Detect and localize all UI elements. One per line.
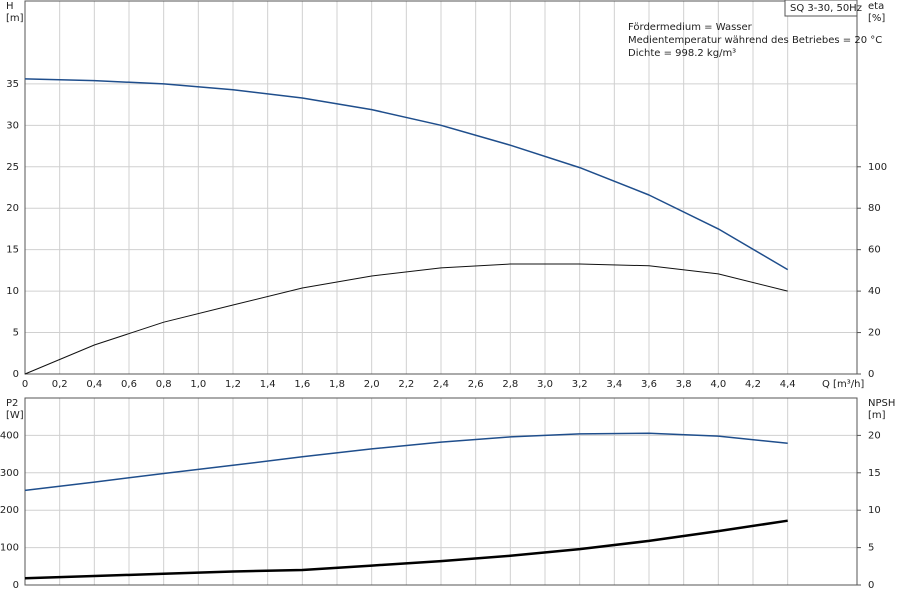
y2-tick-label: 80 (868, 203, 881, 214)
x-tick-label: 3,6 (641, 379, 657, 390)
annotation: Dichte = 998.2 kg/m³ (628, 48, 736, 59)
y-axis-label: [W] (6, 410, 24, 421)
x-tick-label: 1,4 (260, 379, 276, 390)
x-tick-label: 4,4 (780, 379, 796, 390)
y2-tick-label: 40 (868, 286, 881, 297)
badge-box (784, 0, 858, 17)
x-tick-label: 2,6 (468, 379, 484, 390)
y-tick-label: 35 (6, 79, 19, 90)
y2-axis-label: eta (868, 1, 884, 12)
y-tick-label: 10 (6, 286, 19, 297)
annotation: Medientemperatur während des Betriebes =… (628, 35, 882, 46)
annotation: Fördermedium = Wasser (628, 22, 753, 33)
y-axis-label: H (6, 1, 14, 12)
y-tick-label: 5 (13, 328, 19, 339)
x-tick-label: 4,2 (745, 379, 761, 390)
curve (24, 263, 788, 375)
x-tick-label: 1,6 (294, 379, 310, 390)
x-tick-label: 0,8 (156, 379, 172, 390)
x-tick-label: 0,2 (52, 379, 68, 390)
y-tick-label: 400 (0, 430, 19, 441)
y-tick-label: 100 (0, 543, 19, 554)
x-tick-label: 2,4 (433, 379, 449, 390)
y2-axis-label: [m] (868, 410, 886, 421)
badge: SQ 3-30, 50Hz (790, 3, 862, 14)
y-tick-label: 300 (0, 468, 19, 479)
y2-tick-label: 0 (868, 369, 874, 380)
y2-tick-label: 20 (868, 430, 881, 441)
curve (24, 519, 788, 580)
x-tick-label: 3,2 (572, 379, 588, 390)
y-tick-label: 0 (13, 369, 19, 380)
y2-tick-label: 5 (868, 543, 874, 554)
y2-axis-label: [%] (868, 13, 885, 24)
y-tick-label: 25 (6, 162, 19, 173)
y2-tick-label: 10 (868, 505, 881, 516)
y-tick-label: 30 (6, 120, 19, 131)
x-tick-label: 3,8 (676, 379, 692, 390)
y-axis-label: P2 (6, 398, 18, 409)
x-tick-label: 1,2 (225, 379, 241, 390)
y-tick-label: 15 (6, 245, 19, 256)
x-tick-label: 3,0 (537, 379, 553, 390)
y2-tick-label: 100 (868, 162, 887, 173)
y-axis-label: [m] (6, 13, 24, 24)
y2-tick-label: 0 (868, 580, 874, 591)
y2-tick-label: 60 (868, 245, 881, 256)
x-tick-label: 0 (22, 379, 28, 390)
x-tick-label: 3,4 (606, 379, 622, 390)
y-tick-label: 20 (6, 203, 19, 214)
x-tick-label: 1,8 (329, 379, 345, 390)
y2-tick-label: 15 (868, 468, 881, 479)
y-tick-label: 0 (13, 580, 19, 591)
curve (24, 78, 789, 271)
plot-frame (24, 397, 858, 586)
y-tick-label: 200 (0, 505, 19, 516)
curve (24, 432, 788, 492)
x-tick-label: 1,0 (190, 379, 206, 390)
x-tick-label: 2,8 (502, 379, 518, 390)
y2-axis-label: NPSH (868, 398, 895, 409)
x-tick-label: 2,0 (364, 379, 380, 390)
x-tick-label: 2,2 (398, 379, 414, 390)
x-tick-label: 4,0 (710, 379, 726, 390)
plot-frame (24, 0, 858, 375)
x-tick-label: 0,6 (121, 379, 137, 390)
y2-tick-label: 20 (868, 328, 881, 339)
x-axis-label: Q [m³/h] (822, 379, 864, 390)
x-tick-label: 0,4 (86, 379, 102, 390)
